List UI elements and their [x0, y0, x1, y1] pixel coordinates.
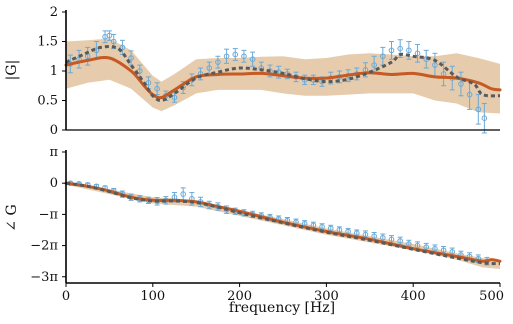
phase-measured-marker [388, 236, 395, 243]
magnitude-measured-marker [145, 80, 152, 86]
magnitude-measured-marker [414, 50, 421, 57]
magnitude-measured-point [475, 94, 482, 125]
phase-measured-marker [440, 247, 447, 254]
x-axis-label: frequency [Hz] [229, 300, 335, 316]
phase-x-tick-label: 400 [401, 289, 426, 304]
phase-measured-marker [423, 244, 430, 250]
phase-measured-marker [180, 191, 186, 197]
magnitude-measured-point [388, 41, 395, 60]
phase-measured-marker [414, 242, 421, 249]
magnitude-measured-marker [206, 65, 213, 71]
phase-y-tick-label: π [49, 145, 58, 160]
magnitude-measured-point [215, 55, 221, 69]
magnitude-model-dashed-line [65, 45, 501, 103]
magnitude-measured-point [241, 49, 247, 63]
magnitude-measured-marker [466, 91, 473, 98]
magnitude-measured-marker [136, 68, 143, 74]
magnitude-measured-marker [223, 53, 230, 60]
magnitude-measured-marker [154, 85, 160, 92]
phase-measured-marker [380, 234, 386, 241]
magnitude-y-tick-label: 1 [50, 64, 58, 79]
magnitude-y-tick-label: 2 [50, 5, 58, 20]
phase-y-tick-label: −3π [30, 270, 58, 285]
magnitude-measured-marker [128, 55, 134, 61]
magnitude-measured-marker [388, 47, 395, 54]
magnitude-measured-point [249, 51, 256, 67]
phase-x-tick-label: 200 [227, 289, 252, 304]
magnitude-measured-marker [380, 53, 386, 60]
phase-band-area [66, 181, 500, 269]
phase-measured-marker [327, 225, 334, 232]
magnitude-axes: 0 0.5 1 1.5 2 [37, 5, 500, 138]
magnitude-measured-marker [432, 62, 438, 68]
magnitude-measured-marker [232, 51, 239, 58]
phase-measured-marker [336, 227, 343, 233]
magnitude-measured-marker [106, 32, 113, 39]
magnitude-measured-marker [171, 94, 178, 101]
magnitude-y-tick-label: 0.5 [37, 94, 58, 109]
magnitude-measured-marker [215, 59, 221, 65]
magnitude-measured-point [458, 71, 464, 97]
magnitude-fit-line [64, 55, 502, 100]
phase-measured-marker [449, 249, 456, 255]
magnitude-y-tick-label: 0 [50, 123, 58, 138]
phase-x-tick-label: 0 [62, 289, 70, 304]
magnitude-measured-point [414, 43, 421, 63]
phase-measured-marker [432, 245, 438, 252]
magnitude-measured-marker [119, 44, 126, 51]
magnitude-measured-marker [110, 38, 117, 45]
magnitude-measured-marker [249, 56, 256, 63]
magnitude-measured-marker [406, 47, 412, 54]
phase-uncertainty-band [66, 181, 500, 269]
magnitude-measured-marker [241, 53, 247, 60]
phase-panel: π 0 −π −2π −3π 0 100 200 300 400 500 ∠ G frequency… [4, 145, 504, 316]
magnitude-measured-point [232, 48, 239, 61]
phase-model-dashed-line [65, 181, 501, 266]
phase-measured-marker [362, 231, 369, 238]
magnitude-y-tick-label: 1.5 [37, 35, 58, 50]
magnitude-measured-point [119, 39, 126, 55]
magnitude-measured-point [481, 102, 488, 134]
phase-measured-marker [353, 230, 360, 236]
phase-measured-marker [397, 238, 403, 244]
phase-y-tick-label: −2π [30, 239, 58, 254]
magnitude-measured-point [110, 33, 117, 50]
magnitude-measured-point [128, 50, 134, 66]
phase-ylabel: ∠ G [4, 204, 20, 231]
magnitude-measured-point [106, 30, 113, 41]
magnitude-measured-point [223, 48, 230, 64]
phase-measured-point [180, 187, 186, 201]
phase-x-tick-label: 300 [314, 289, 339, 304]
phase-y-tick-label: 0 [50, 176, 58, 191]
magnitude-measured-marker [475, 106, 482, 113]
magnitude-measured-point [154, 82, 160, 96]
magnitude-measured-marker [397, 45, 403, 52]
magnitude-measured-marker [481, 115, 488, 121]
magnitude-ylabel: |G| [4, 60, 20, 81]
magnitude-measured-marker [458, 81, 464, 87]
magnitude-series-lines [64, 45, 502, 103]
magnitude-measured-marker [371, 62, 377, 68]
phase-y-tick-label: −π [39, 207, 59, 222]
phase-series-lines [64, 181, 502, 266]
phase-axes: π 0 −π −2π −3π 0 100 200 300 400 500 [30, 145, 504, 304]
phase-x-tick-label: 500 [479, 289, 504, 304]
magnitude-panel: 0 0.5 1 1.5 2 |G| [4, 5, 502, 138]
phase-measured-marker [371, 233, 377, 240]
phase-measured-marker [345, 228, 351, 235]
phase-x-tick-label: 100 [140, 289, 165, 304]
